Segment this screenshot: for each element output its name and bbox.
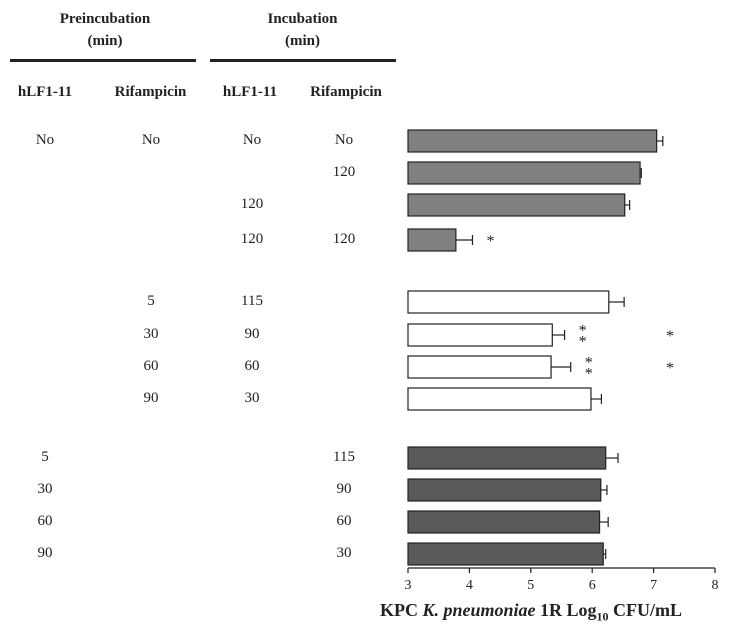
cell-incubation-hlf: No xyxy=(242,132,262,148)
bar xyxy=(407,129,658,153)
x-axis-label-unit: 1R Log xyxy=(535,600,597,620)
bar xyxy=(407,161,641,185)
x-tick-label: 4 xyxy=(466,578,473,593)
group-rule-incubation xyxy=(210,59,396,62)
x-tick-label: 8 xyxy=(712,578,719,593)
cell-incubation-rifampicin: 60 xyxy=(336,513,352,529)
x-axis-label-suffix: CFU/mL xyxy=(608,600,683,620)
cell-preincubation-rifampicin: 5 xyxy=(147,293,155,309)
cell-incubation-rifampicin: 90 xyxy=(336,481,352,497)
cell-incubation-hlf: 90 xyxy=(244,326,260,342)
cell-preincubation-hlf: 90 xyxy=(37,545,53,561)
column-header-preincubation-hlf: hLF1-11 xyxy=(17,84,73,100)
bar xyxy=(407,355,552,379)
column-header-incubation-rifampicin: Rifampicin xyxy=(310,84,382,100)
group-rule-preincubation xyxy=(10,59,196,62)
bar xyxy=(407,542,604,566)
x-tick-label: 3 xyxy=(405,578,412,593)
cell-preincubation-rifampicin: 90 xyxy=(143,390,159,406)
cell-preincubation-rifampicin: No xyxy=(141,132,161,148)
cell-preincubation-hlf: No xyxy=(35,132,55,148)
group-header-label: Incubation xyxy=(267,11,338,27)
bar xyxy=(407,478,602,502)
group-header-unit: (min) xyxy=(87,33,123,49)
cell-incubation-rifampicin: 120 xyxy=(332,231,356,247)
cell-preincubation-hlf: 5 xyxy=(41,449,49,465)
significance-marker: * xyxy=(486,233,494,250)
x-tick-label: 6 xyxy=(589,578,596,593)
significance-marker: * xyxy=(579,334,587,351)
cell-incubation-rifampicin: 30 xyxy=(336,545,352,561)
bar xyxy=(407,228,457,252)
x-axis-label-subscript: 10 xyxy=(596,609,609,624)
cell-incubation-hlf: 120 xyxy=(240,231,264,247)
cell-incubation-hlf: 60 xyxy=(244,358,260,374)
significance-marker: * xyxy=(585,366,593,383)
bar xyxy=(407,290,610,314)
cell-preincubation-hlf: 60 xyxy=(37,513,53,529)
x-axis-label-species: K. pneumoniae xyxy=(422,600,536,620)
x-axis-label: KPC K. pneumoniae 1R Log10 CFU/mL xyxy=(380,600,682,625)
bar xyxy=(407,193,626,217)
cell-incubation-rifampicin: No xyxy=(334,132,354,148)
x-tick-label: 7 xyxy=(650,578,657,593)
cell-incubation-hlf: 120 xyxy=(240,196,264,212)
bar xyxy=(407,387,592,411)
cell-incubation-rifampicin: 115 xyxy=(333,449,355,465)
group-header-label: Preincubation xyxy=(59,11,151,27)
column-header-preincubation-rifampicin: Rifampicin xyxy=(114,84,187,100)
cell-incubation-hlf: 30 xyxy=(244,390,260,406)
x-axis-label-prefix: KPC xyxy=(380,600,423,620)
column-header-incubation-hlf: hLF1-11 xyxy=(222,84,278,100)
significance-marker: * xyxy=(666,360,674,377)
cell-preincubation-hlf: 30 xyxy=(37,481,53,497)
bar xyxy=(407,510,601,534)
group-header-unit: (min) xyxy=(285,33,320,49)
group-header-incubation: Incubation (min) xyxy=(210,8,395,52)
x-tick-label: 5 xyxy=(527,578,534,593)
cell-preincubation-rifampicin: 60 xyxy=(143,358,159,374)
cell-incubation-hlf: 115 xyxy=(241,293,263,309)
significance-marker: * xyxy=(666,328,674,345)
significance-marker: * xyxy=(579,323,587,340)
bar xyxy=(407,446,607,470)
cell-preincubation-rifampicin: 30 xyxy=(143,326,159,342)
cell-incubation-rifampicin: 120 xyxy=(332,164,356,180)
bar xyxy=(407,323,553,347)
group-header-preincubation: Preincubation (min) xyxy=(10,8,200,52)
significance-marker: * xyxy=(585,355,593,372)
